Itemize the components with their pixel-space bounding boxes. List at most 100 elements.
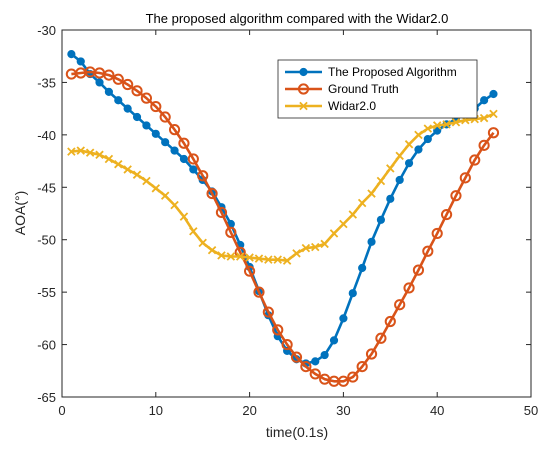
widar2-0-point [217,251,226,260]
ground-truth-point [244,265,256,277]
y-tick-label: -40 [37,128,56,143]
ground-truth-point [487,127,500,139]
the-proposed-algorithm-point [67,50,76,59]
widar2-0-point [404,140,414,149]
x-tick-label: 20 [242,403,256,418]
the-proposed-algorithm-point [76,57,85,66]
legend-marker-ground-truth [297,83,310,95]
widar2-0-point [67,147,76,156]
x-tick-label: 0 [58,403,65,418]
widar2-0-point [311,242,320,252]
ground-truth-point [131,85,143,97]
widar2-0-point [489,109,498,119]
ground-truth-point [225,226,237,238]
y-tick-label: -65 [37,390,56,405]
widar2-0-point [395,151,404,161]
y-tick-label: -30 [37,23,56,38]
widar2-0-point [442,120,451,129]
widar2-0-point [198,238,207,248]
ground-truth-point [159,111,171,123]
widar2-0-point [479,113,489,123]
x-tick-label: 40 [430,403,444,418]
the-proposed-algorithm-point [367,237,376,246]
ground-truth-point [206,187,218,200]
widar2-0-point [104,154,114,164]
series-widar2-0 [67,109,498,265]
the-proposed-algorithm-point [161,138,170,147]
ground-truth-point [290,351,303,363]
legend-label-widar2-0: Widar2.0 [328,99,376,113]
ground-truth-point [112,73,124,85]
the-proposed-algorithm-point [414,145,423,154]
ground-truth-point [478,139,490,151]
ground-truth-point [168,124,181,136]
ground-truth-point [197,170,209,182]
widar2-0-point [357,198,367,208]
widar2-0-point [376,176,386,186]
ground-truth-point [450,190,462,202]
the-proposed-algorithm-point [489,89,498,99]
ground-truth-point [215,206,228,219]
widar2-0-point [301,243,311,253]
ground-truth-line [71,70,495,383]
legend-label-ground-truth: Ground Truth [328,82,399,96]
ground-truth-point [459,172,471,184]
plot-area-frame [61,29,532,398]
ground-truth-point [384,315,396,328]
ground-truth-point [262,306,274,318]
widar2-0-point [235,252,245,261]
ground-truth-point [281,338,293,351]
the-proposed-algorithm-point [311,357,320,366]
widar2-0-point [367,189,376,198]
x-tick-label: 30 [336,403,350,418]
widar2-0-point [76,146,85,155]
the-proposed-algorithm-point [123,104,132,113]
ground-truth-point [469,154,481,166]
widar2-0-point [85,148,95,157]
ground-truth-point [356,360,368,373]
widar2-0-point [273,255,282,264]
widar2-0-point [386,164,395,173]
ground-truth-point [300,360,312,373]
x-tick-label: 10 [149,403,163,418]
widar2-0-point [170,200,179,210]
widar2-0-point [207,245,217,255]
widar2-0-line [71,112,495,262]
series-group [65,50,500,387]
ground-truth-point [375,332,387,344]
legend-marker-widar2-0 [299,101,308,111]
widar2-0-point [151,184,161,193]
y-tick-label: -60 [37,338,56,353]
widar2-0-point [423,124,433,133]
the-proposed-algorithm-point [104,87,114,96]
x-axis-ticks: 0 10 20 30 40 50 [58,30,538,418]
widar2-0-point [320,239,329,249]
ground-truth-point [440,208,453,221]
y-tick-label: -50 [37,233,56,248]
ground-truth-point [347,371,359,383]
widar2-0-point [348,210,358,219]
widar2-0-point [451,118,461,127]
ground-truth-point [122,78,134,91]
the-proposed-algorithm-point [320,350,329,360]
the-proposed-algorithm-point [170,146,179,155]
the-proposed-algorithm-point [189,165,198,174]
the-proposed-algorithm-point [339,314,348,323]
the-proposed-algorithm-point [348,289,357,298]
the-proposed-algorithm-point [433,126,442,135]
the-proposed-algorithm-point [386,194,395,203]
widar2-0-point [329,229,339,238]
the-proposed-algorithm-point [480,96,489,105]
y-axis-ticks: -30 -35 -40 -45 -50 -55 -60 -65 [37,23,531,405]
widar2-0-point [432,121,442,130]
the-proposed-algorithm-point [358,263,367,273]
legend-label-the-proposed-algorithm: The Proposed Algorithm [328,65,457,79]
widar2-0-point [142,176,151,186]
the-proposed-algorithm-point [142,121,151,130]
widar2-0-point [189,227,198,236]
widar2-0-point [254,254,264,263]
widar2-0-point [123,165,132,174]
y-tick-label: -35 [37,75,56,90]
the-proposed-algorithm-point [395,175,404,185]
